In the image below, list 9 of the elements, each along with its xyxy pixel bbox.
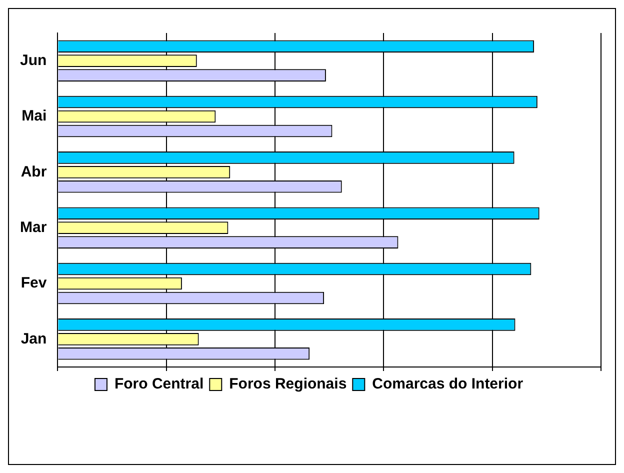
y-tick-label: Jun bbox=[20, 52, 47, 69]
y-tick-label: Abr bbox=[20, 163, 47, 180]
y-tick-label: Mai bbox=[22, 108, 47, 125]
y-tick-label: Fev bbox=[20, 274, 48, 292]
legend-label: Foros Regionais bbox=[229, 376, 347, 393]
legend-label: Foro Central bbox=[114, 376, 204, 393]
y-tick-label: Jan bbox=[20, 330, 47, 348]
y-tick-label: Mar bbox=[20, 218, 47, 236]
legend-label: Comarcas do Interior bbox=[372, 376, 524, 393]
